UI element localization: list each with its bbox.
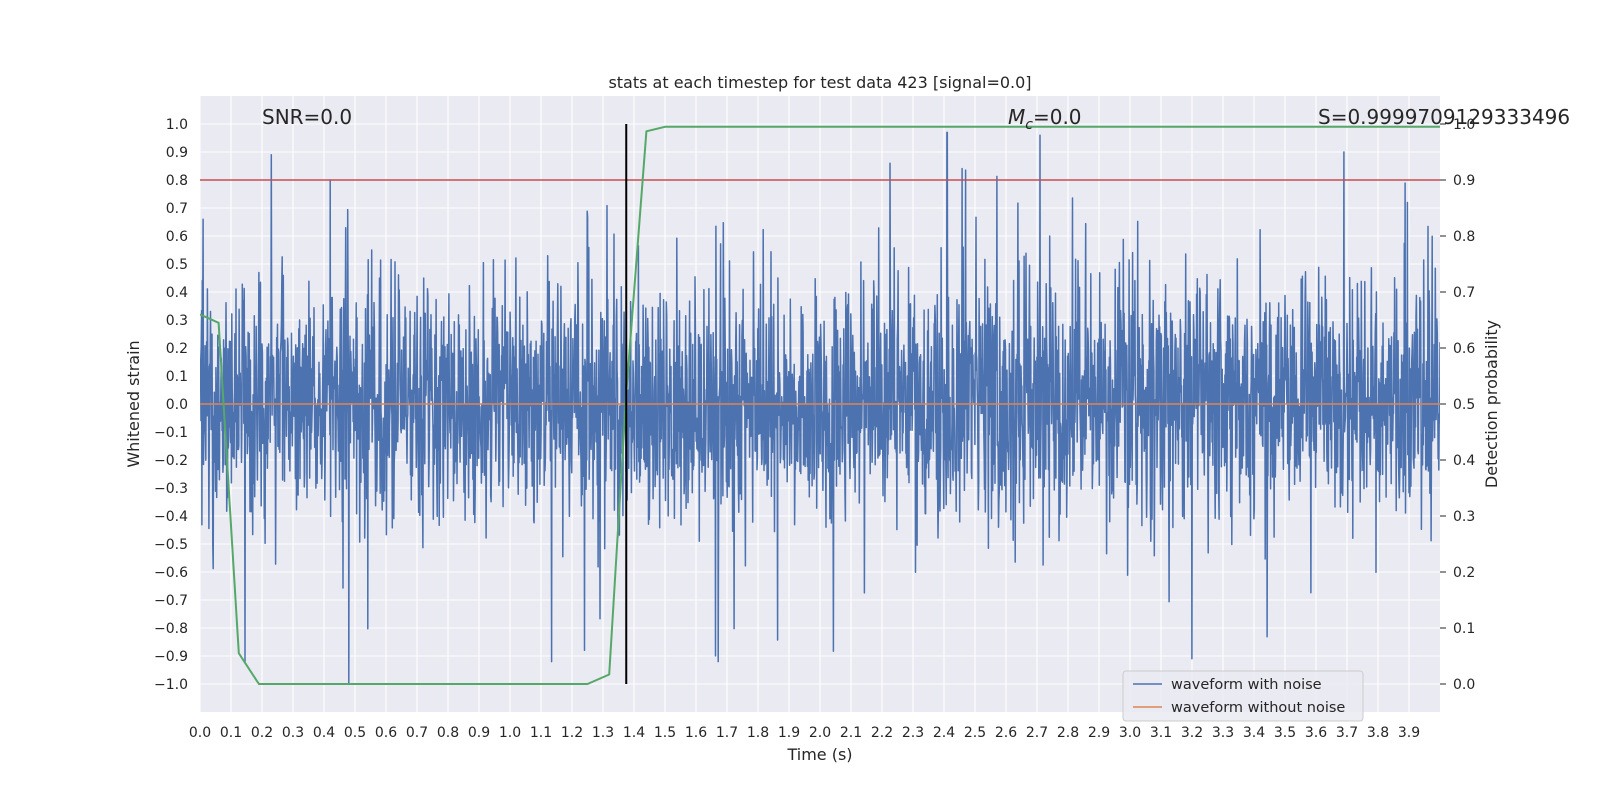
y2-tick-label: 0.3 — [1453, 509, 1475, 525]
y2-tick-label: 0.0 — [1453, 677, 1475, 693]
x-tick-label: 1.0 — [499, 725, 521, 741]
chart-title: stats at each timestep for test data 423… — [608, 73, 1031, 92]
y-tick-label: 0.0 — [166, 397, 188, 413]
x-tick-label: 3.6 — [1305, 725, 1327, 741]
y-tick-label: −0.9 — [154, 649, 188, 665]
mc-symbol: M — [1008, 105, 1025, 129]
y-tick-labels: 1.0 0.9 0.8 0.7 0.6 0.5 0.4 0.3 0.2 0.1 0.0 −0.1 −0.… — [154, 117, 188, 693]
y-tick-label: 0.8 — [166, 173, 188, 189]
x-tick-label: 0.5 — [344, 725, 366, 741]
legend-label-clean: waveform without noise — [1171, 700, 1345, 716]
y-tick-label: −0.2 — [154, 453, 188, 469]
x-tick-labels: 0.0 0.1 0.2 0.3 0.4 0.5 0.6 0.7 0.8 0.9 1.0 1.1 1.2 1… — [189, 725, 1420, 741]
noise-waveform-layer — [200, 131, 1440, 685]
y-tick-label: 0.3 — [166, 313, 188, 329]
x-tick-label: 2.4 — [933, 725, 955, 741]
snr-annotation: SNR=0.0 — [262, 105, 352, 129]
legend: waveform with noise waveform without noi… — [1122, 670, 1364, 722]
y-tick-label: 0.5 — [166, 257, 188, 273]
x-tick-label: 2.6 — [995, 725, 1017, 741]
y2-tick-label: 0.4 — [1453, 453, 1475, 469]
legend-label-noise: waveform with noise — [1171, 677, 1322, 693]
y-tick-label: −0.1 — [154, 425, 188, 441]
series-detection-probability — [200, 125, 1440, 685]
y-axis-label: Whitened strain — [124, 340, 143, 467]
mc-subscript: c — [1025, 117, 1033, 133]
y-tick-label: 0.1 — [166, 369, 188, 385]
x-tick-label: 2.1 — [840, 725, 862, 741]
x-tick-label: 3.1 — [1150, 725, 1172, 741]
mc-annotation: Mc=0.0 — [1008, 105, 1082, 133]
x-tick-label: 3.2 — [1181, 725, 1203, 741]
y-tick-label: −0.8 — [154, 621, 188, 637]
x-tick-label: 1.2 — [561, 725, 583, 741]
y2-tick-label: 0.9 — [1453, 173, 1475, 189]
x-tick-label: 3.0 — [1119, 725, 1141, 741]
x-tick-label: 1.3 — [592, 725, 614, 741]
y2-axis-label: Detection probability — [1482, 320, 1501, 488]
x-tick-label: 1.6 — [685, 725, 707, 741]
y-tick-label: 0.2 — [166, 341, 188, 357]
y2-tick-label: 0.8 — [1453, 229, 1475, 245]
x-tick-label: 0.6 — [375, 725, 397, 741]
x-tick-label: 0.7 — [406, 725, 428, 741]
y2-tick-label: 0.6 — [1453, 341, 1475, 357]
y-tick-label: −0.3 — [154, 481, 188, 497]
x-tick-label: 1.5 — [654, 725, 676, 741]
x-tick-label: 3.9 — [1398, 725, 1420, 741]
mc-value: =0.0 — [1033, 105, 1082, 129]
x-tick-label: 0.9 — [468, 725, 490, 741]
x-axis-label: Time (s) — [786, 745, 852, 764]
x-tick-label: 1.1 — [530, 725, 552, 741]
x-tick-label: 0.3 — [282, 725, 304, 741]
y-tick-label: 1.0 — [166, 117, 188, 133]
x-tick-label: 3.8 — [1367, 725, 1389, 741]
x-tick-label: 1.8 — [747, 725, 769, 741]
x-tick-label: 0.2 — [251, 725, 273, 741]
x-tick-label: 3.3 — [1212, 725, 1234, 741]
x-tick-label: 0.8 — [437, 725, 459, 741]
x-tick-label: 2.7 — [1026, 725, 1048, 741]
x-tick-label: 0.1 — [220, 725, 242, 741]
y-tick-label: 0.4 — [166, 285, 188, 301]
legend-box — [1122, 670, 1364, 722]
y2-tick-label: 0.1 — [1453, 621, 1475, 637]
y2-tick-label: 0.5 — [1453, 397, 1475, 413]
x-tick-label: 1.4 — [623, 725, 645, 741]
series-waveform-with-noise — [200, 131, 1440, 685]
x-tick-label: 1.9 — [778, 725, 800, 741]
x-tick-label: 0.0 — [189, 725, 211, 741]
y-tick-label: −0.5 — [154, 537, 188, 553]
y-tick-label: 0.7 — [166, 201, 188, 217]
score-annotation: S=0.9999709129333496 — [1318, 105, 1570, 129]
x-tick-label: 2.8 — [1057, 725, 1079, 741]
y2-tick-label: 0.7 — [1453, 285, 1475, 301]
y2-tick-labels: 1.0 0.9 0.8 0.7 0.6 0.5 0.4 0.3 0.2 0.1 0.0 — [1440, 117, 1475, 693]
y-tick-label: 0.9 — [166, 145, 188, 161]
y-tick-label: 0.6 — [166, 229, 188, 245]
y2-tick-label: 0.2 — [1453, 565, 1475, 581]
x-tick-label: 2.0 — [809, 725, 831, 741]
x-tick-label: 3.4 — [1243, 725, 1265, 741]
x-tick-label: 2.3 — [902, 725, 924, 741]
y-tick-label: −0.6 — [154, 565, 188, 581]
x-tick-label: 3.7 — [1336, 725, 1358, 741]
lines-layer — [200, 124, 1440, 685]
y-tick-label: −0.7 — [154, 593, 188, 609]
x-tick-label: 1.7 — [716, 725, 738, 741]
x-tick-label: 2.9 — [1088, 725, 1110, 741]
x-tick-label: 2.5 — [964, 725, 986, 741]
y-tick-label: −0.4 — [154, 509, 188, 525]
y-tick-label: −1.0 — [154, 677, 188, 693]
x-tick-label: 3.5 — [1274, 725, 1296, 741]
x-tick-label: 2.2 — [871, 725, 893, 741]
y2-tick-label: 1.0 — [1453, 117, 1475, 133]
x-tick-label: 0.4 — [313, 725, 335, 741]
